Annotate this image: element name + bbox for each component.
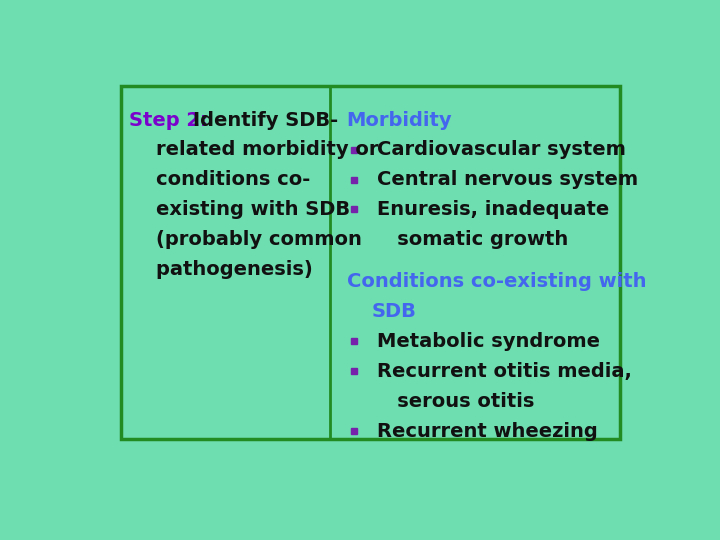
Text: Recurrent otitis media,: Recurrent otitis media,: [377, 362, 632, 381]
Text: Central nervous system: Central nervous system: [377, 171, 639, 190]
Text: Metabolic syndrome: Metabolic syndrome: [377, 332, 600, 351]
Text: conditions co-: conditions co-: [129, 171, 310, 190]
Bar: [121, 85, 620, 439]
Text: Recurrent wheezing: Recurrent wheezing: [377, 422, 598, 441]
Text: Morbidity: Morbidity: [347, 111, 452, 130]
Text: somatic growth: somatic growth: [377, 230, 569, 249]
Text: serous otitis: serous otitis: [377, 392, 535, 411]
Text: Step 2:: Step 2:: [129, 111, 208, 130]
Text: SDB: SDB: [372, 302, 417, 321]
Text: Conditions co-existing with: Conditions co-existing with: [347, 272, 646, 291]
Text: Identify SDB-: Identify SDB-: [193, 111, 338, 130]
Text: (probably common: (probably common: [129, 230, 362, 249]
Text: pathogenesis): pathogenesis): [129, 260, 312, 279]
Text: existing with SDB: existing with SDB: [129, 200, 350, 219]
Text: related morbidity or: related morbidity or: [129, 140, 379, 159]
Text: Enuresis, inadequate: Enuresis, inadequate: [377, 200, 610, 219]
Text: Cardiovascular system: Cardiovascular system: [377, 140, 626, 159]
